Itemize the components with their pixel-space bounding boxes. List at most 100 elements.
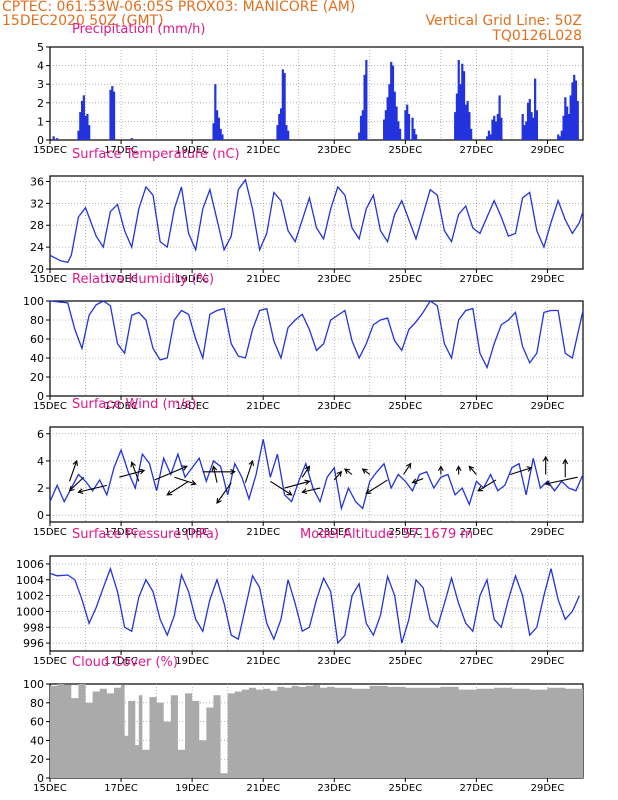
wind-arrow	[69, 476, 85, 492]
temperature-xtick-label: 21DEC	[246, 274, 280, 285]
wind-arrow	[302, 487, 321, 493]
precip-title: Precipitation (mm/h)	[72, 22, 205, 37]
humidity-xtick-label: 27DEC	[460, 401, 494, 412]
pressure-ytick-label: 1002	[16, 590, 44, 603]
precip-bar	[287, 130, 290, 140]
wind-arrow	[69, 460, 78, 482]
wind-xtick-label: 29DEC	[531, 527, 565, 538]
station-line: CPTEC: 061:53W-06:05S PROX03: MANICORE (…	[2, 0, 356, 15]
precip-bar	[557, 134, 560, 140]
precip-bar	[493, 115, 496, 140]
precip-bar	[466, 100, 469, 140]
wind-arrow	[412, 478, 424, 484]
wind-arrow	[301, 466, 310, 478]
wind-arrow-head	[139, 468, 146, 475]
wind-arrow	[365, 479, 388, 494]
wind-arrow	[212, 466, 218, 483]
precip-xtick-label: 17DEC	[104, 145, 138, 156]
wind-arrow-head	[304, 479, 311, 486]
precip-bar	[526, 102, 530, 140]
precip-bar	[88, 125, 91, 140]
precip-bar	[486, 136, 489, 140]
wind-xtick-label: 19DEC	[175, 527, 209, 538]
wind-arrow-head	[211, 465, 218, 472]
precip-bar	[532, 117, 535, 140]
precip-bar	[571, 82, 574, 140]
humidity-xtick-label: 29DEC	[531, 401, 565, 412]
precip-bar	[404, 110, 407, 140]
cloud-ytick-label: 20	[30, 753, 44, 766]
model-label: TQ0126L028	[492, 28, 582, 44]
precip-bar	[219, 128, 222, 140]
precip-bar	[399, 128, 402, 140]
wind-arrow-head	[166, 490, 173, 496]
precip-bar	[221, 134, 224, 140]
wind-arrow-head	[304, 465, 311, 472]
temperature-ytick-label: 24	[30, 241, 44, 254]
temperature-xtick-label: 15DEC	[33, 274, 67, 285]
temperature-xtick-label: 17DEC	[104, 274, 138, 285]
wind-title: Surface Wind (m/s)	[72, 397, 196, 412]
cloud-area	[50, 684, 583, 778]
pressure-xtick-label: 15DEC	[33, 656, 67, 667]
cloud-ytick-label: 0	[37, 772, 44, 785]
precip-bar	[407, 113, 411, 140]
wind-arrow-head	[468, 465, 475, 472]
cloud-xtick-label: 21DEC	[246, 783, 280, 794]
pressure-xtick-label: 23DEC	[317, 656, 351, 667]
wind-arrow	[174, 476, 196, 485]
wind-xtick-label: 21DEC	[246, 527, 280, 538]
precip-bar	[468, 112, 471, 140]
precip-bar	[358, 132, 361, 140]
precip-bar	[279, 108, 283, 140]
pressure-xtick-label: 29DEC	[531, 656, 565, 667]
pressure-ytick-label: 1006	[16, 558, 44, 571]
precip-bar	[411, 117, 414, 140]
precip-bar	[413, 128, 416, 140]
grid-line-note: Vertical Grid Line: 50Z	[425, 13, 582, 29]
precip-bar	[498, 95, 501, 140]
precip-ytick-label: 1	[37, 115, 44, 128]
precip-ytick-label: 5	[37, 41, 44, 54]
precip-bar	[487, 130, 491, 140]
precip-bar	[56, 138, 59, 140]
cloud-xtick-label: 19DEC	[175, 783, 209, 794]
precip-bar	[454, 112, 457, 140]
wind-xtick-label: 23DEC	[317, 527, 351, 538]
precip-frame	[49, 46, 584, 141]
temperature-ytick-label: 20	[30, 263, 44, 276]
wind-ytick-label: 0	[37, 509, 44, 522]
precip-bar	[574, 80, 578, 140]
cloud-xtick-label: 27DEC	[460, 783, 494, 794]
precip-bar	[528, 99, 531, 140]
cloud-ytick-label: 100	[23, 678, 44, 691]
precip-bar	[109, 89, 112, 140]
precip-xtick-label: 21DEC	[246, 145, 280, 156]
humidity-ytick-label: 80	[30, 314, 44, 327]
wind-arrow	[333, 471, 342, 481]
precip-bar	[365, 60, 368, 140]
precip-bar	[576, 100, 579, 140]
wind-arrow	[119, 469, 145, 478]
precip-bar	[397, 121, 400, 140]
precip-bar	[383, 119, 386, 140]
precip-bar	[359, 115, 363, 140]
wind-arrow-head	[190, 480, 197, 486]
precip-bar	[525, 121, 528, 140]
wind-xtick-label: 25DEC	[388, 527, 422, 538]
temperature-series-line	[49, 178, 584, 264]
wind-arrow	[545, 476, 578, 485]
humidity-xtick-label: 23DEC	[317, 401, 351, 412]
wind-arrow	[270, 480, 292, 496]
humidity-ytick-label: 40	[30, 352, 44, 365]
temperature-title: Surface Temperature (nC)	[72, 147, 240, 162]
cloud-title: Cloud Cover (%)	[72, 655, 178, 670]
wind-arrow-head	[562, 458, 569, 465]
pressure-ytick-label: 1000	[16, 605, 44, 618]
pressure-subtitle: Model Altitude: 57.1679 m	[300, 527, 473, 542]
wind-arrow	[477, 479, 497, 492]
precip-bar	[494, 121, 498, 140]
precip-bar	[285, 125, 288, 140]
wind-arrow-head	[405, 462, 412, 469]
cloud-xtick-label: 17DEC	[104, 783, 138, 794]
